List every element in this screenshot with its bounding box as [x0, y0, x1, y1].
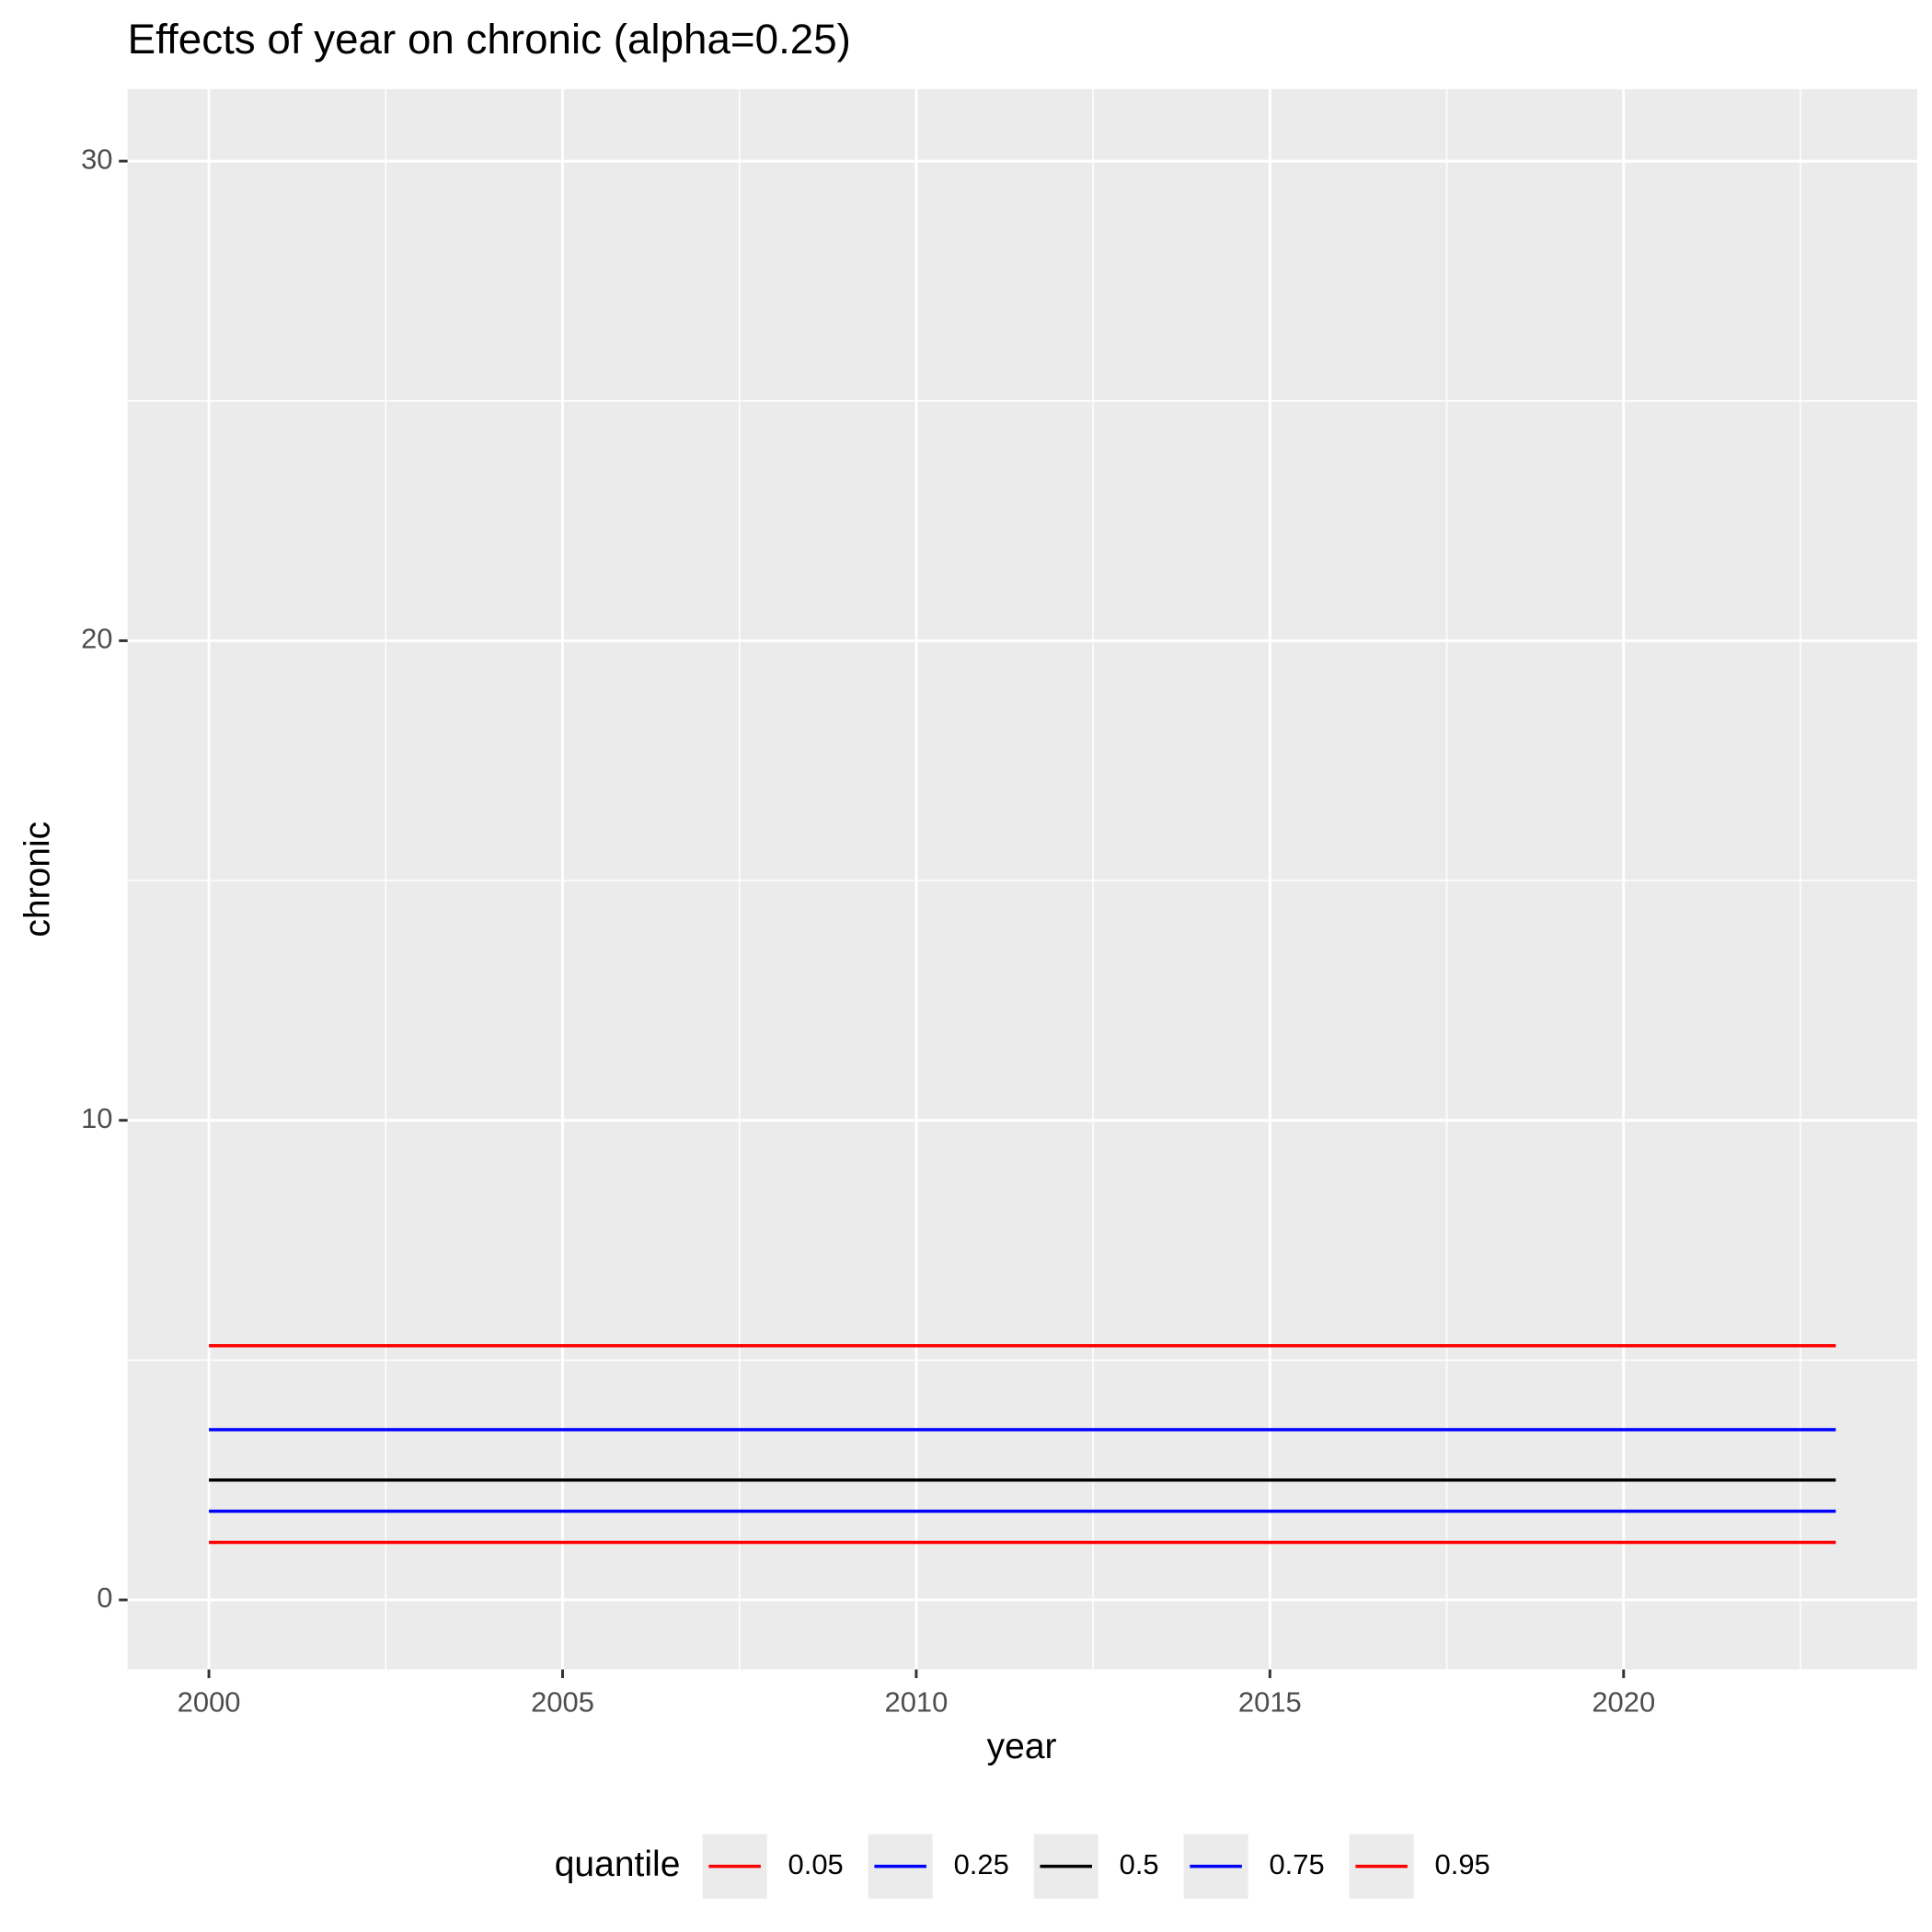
y-tick-label: 30 — [81, 143, 112, 175]
y-tick-label: 0 — [97, 1581, 112, 1614]
x-tick-label: 2020 — [1592, 1685, 1655, 1718]
legend-label: 0.25 — [954, 1848, 1009, 1880]
x-tick-label: 2015 — [1238, 1685, 1302, 1718]
legend-label: 0.75 — [1269, 1848, 1324, 1880]
legend-label: 0.05 — [788, 1848, 844, 1880]
y-axis-label: chronic — [17, 822, 57, 937]
x-tick-label: 2000 — [178, 1685, 241, 1718]
y-tick-label: 20 — [81, 623, 112, 655]
x-tick-label: 2005 — [531, 1685, 594, 1718]
plot-panel — [127, 88, 1917, 1670]
chart-title: Effects of year on chronic (alpha=0.25) — [128, 16, 851, 63]
legend-label: 0.95 — [1435, 1848, 1490, 1880]
legend-title: quantile — [555, 1845, 681, 1884]
x-axis-label: year — [987, 1727, 1057, 1766]
legend-label: 0.5 — [1120, 1848, 1159, 1880]
legend: quantile 0.05 0.25 0.5 0.75 0.95 — [555, 1834, 1490, 1899]
x-tick-label: 2010 — [884, 1685, 948, 1718]
y-tick-label: 10 — [81, 1102, 112, 1134]
